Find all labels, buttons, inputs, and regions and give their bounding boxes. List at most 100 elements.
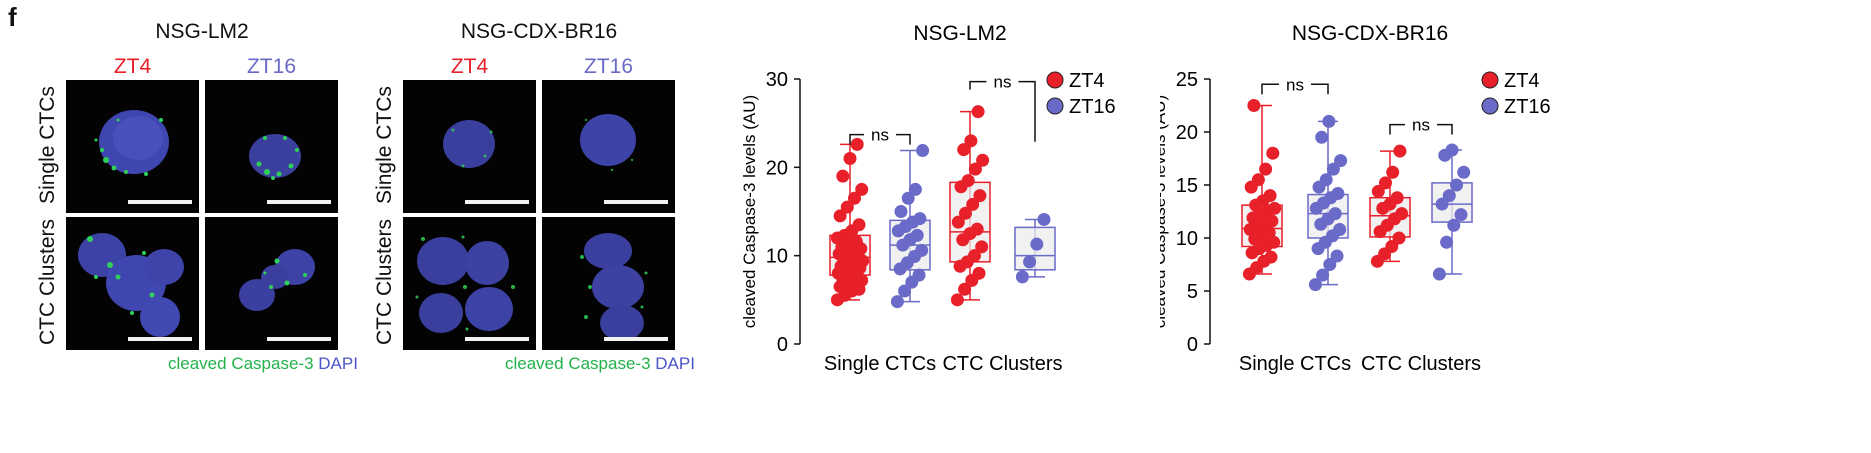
data-point [1386,165,1400,179]
boxplot-lm2: NSG-LM2 0 10 20 30 cleaved Caspase-3 levels (… [740,22,1116,375]
column-label-zt16-lm2: ZT16 [246,55,296,78]
bracket-label-bg [1405,112,1437,137]
scale-bar [128,337,192,341]
caption-counterstain: DAPI [655,354,695,373]
significance-label: ns [1412,116,1430,135]
bracket-label-bg [1279,72,1311,97]
data-point [1251,173,1265,187]
data-point [1247,99,1261,112]
data-point [1323,258,1337,271]
data-point [1308,278,1322,292]
significance-label: ns [994,73,1012,92]
data-point [855,182,869,196]
data-point [1322,114,1336,128]
column-label-zt4-br16: ZT4 [450,55,489,78]
data-point [976,153,990,167]
data-point [915,243,929,257]
y-tick-label: 30 [766,69,788,91]
data-point [916,144,930,158]
legend-label: ZT16 [1069,96,1116,118]
data-point [975,240,989,254]
legend-marker [1046,71,1064,89]
data-point [908,182,922,196]
data-point [1454,208,1468,222]
micrograph-br16-zt4-single [403,80,536,213]
data-point [1015,270,1029,284]
micrograph-lm2-zt4-single [66,80,199,213]
y-tick-label: 20 [1176,122,1198,144]
legend-label: ZT4 [1069,70,1105,92]
scale-bar [465,200,529,204]
data-point [836,169,850,183]
data-point [1390,191,1404,205]
data-point [843,152,857,165]
micrograph-br16-zt16-clusters [542,217,675,350]
data-point [1379,176,1392,190]
data-point [973,189,987,203]
data-point [1447,218,1461,232]
bracket-label-bg [864,122,896,147]
legend-marker [1481,97,1499,115]
data-point [1371,184,1385,198]
y-tick-label: 0 [1187,334,1198,356]
data-point [1442,189,1456,203]
caption-stain: cleaved Caspase-3 [168,354,314,373]
x-category-label: Single CTCs [1239,353,1351,375]
data-point [1315,130,1329,144]
image-title-br16: NSG-CDX-BR16 [460,20,618,43]
image-title-lm2: NSG-LM2 [155,20,249,43]
data-point [959,206,972,220]
micrograph-lm2-zt16-clusters [205,217,338,350]
data-point [894,205,908,218]
legend-marker [1481,71,1499,89]
data-point [912,268,926,282]
image-caption-br16: cleaved Caspase-3 DAPI [505,354,695,374]
data-point [852,218,866,232]
data-point [1432,267,1446,281]
data-point [1328,207,1342,221]
x-category-label: Single CTCs [824,353,936,375]
scale-bar [128,200,192,204]
y-tick-label: 5 [1187,281,1198,303]
panel-label: f [8,2,17,32]
data-point [1440,235,1454,249]
data-point [913,212,927,226]
column-label-zt16-br16: ZT16 [583,55,633,78]
column-label-zt4-lm2: ZT4 [113,55,152,78]
legend-label: ZT16 [1504,96,1551,118]
data-point [1385,239,1399,253]
x-category-label: CTC Clusters [1361,353,1481,375]
data-point [1023,255,1037,269]
data-point [966,197,980,211]
data-point [951,215,965,229]
y-tick-label: 10 [766,246,788,268]
micrograph-lm2-zt4-clusters [66,217,199,350]
row-label-single-lm2: Single CTCs [36,86,59,204]
data-point [898,284,912,298]
y-tick-label: 0 [777,334,788,356]
data-point [1392,231,1406,245]
data-point [964,134,978,148]
y-tick-label: 10 [1176,228,1198,250]
chart-title: NSG-LM2 [913,22,1006,45]
scale-bar [267,337,331,341]
boxplot-br16: NSG-CDX-BR16 0 5 10 15 20 25 cleaved Caspase-3 … [1160,22,1551,375]
y-tick-label: 15 [1176,175,1198,197]
scale-bar [604,337,668,341]
data-point [1334,154,1348,168]
y-tick-label: 20 [766,157,788,179]
data-point [1266,146,1280,160]
data-point [1331,186,1345,200]
data-point [1264,250,1278,264]
data-point [1259,162,1273,176]
data-point [957,143,971,157]
data-point [1435,197,1449,211]
data-point [1263,189,1277,203]
legend-label: ZT4 [1504,70,1540,92]
x-category-label: CTC Clusters [942,353,1062,375]
y-axis-label: cleaved Caspase-3 levels (AU) [1160,95,1169,328]
data-point [1395,207,1409,221]
data-point [901,191,915,205]
y-axis-label: cleaved Caspase-3 levels (AU) [740,95,759,328]
data-point [848,191,861,205]
